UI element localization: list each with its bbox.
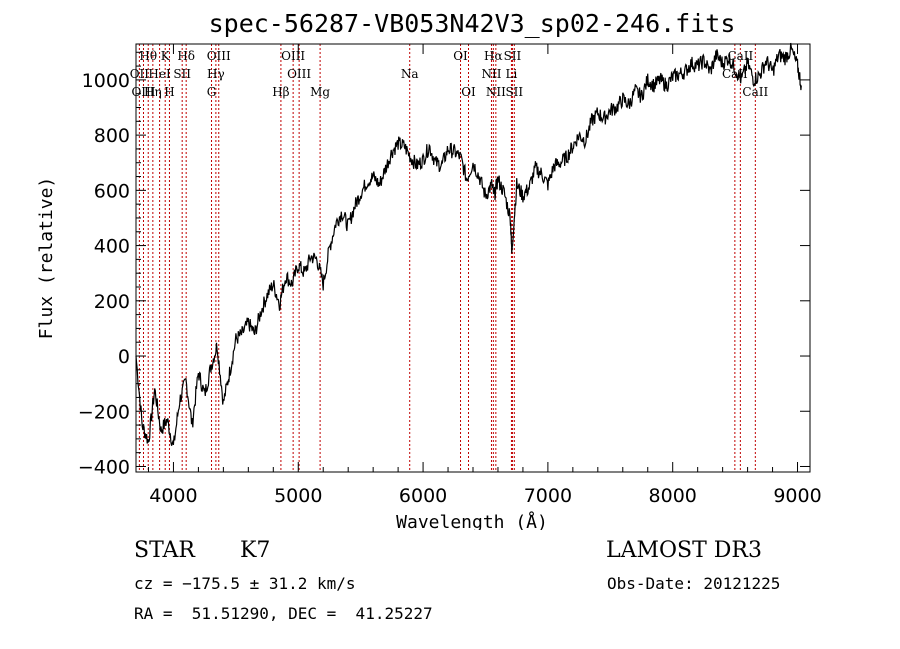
line-label: Hη: [144, 85, 162, 99]
line-label: Hα: [484, 49, 503, 63]
line-label: Na: [401, 67, 419, 81]
line-label: Li: [506, 67, 518, 81]
y-tick-label: 1000: [82, 70, 130, 92]
line-label: Mg: [310, 85, 330, 99]
y-tick-label: 0: [118, 346, 130, 368]
spectrum-chart: spec-56287-VB053N42V3_sp02-246.fits Hθ OI…: [36, 9, 822, 530]
spectrum-series-line: [135, 42, 802, 446]
x-tick-label: 9000: [773, 485, 821, 507]
coordinates: RA = 51.51290, DEC = 41.25227: [134, 604, 433, 623]
line-label: OI: [461, 85, 476, 99]
line-label: Hθ: [139, 49, 157, 63]
y-axis-ticks: −400 −200 0 200 400 600 800 1000: [78, 51, 810, 478]
y-axis-label: Flux (relative): [36, 177, 57, 340]
line-label: Hβ: [272, 85, 289, 99]
line-label: CaII: [742, 85, 768, 99]
line-label: SII: [505, 85, 523, 99]
x-tick-label: 4000: [149, 485, 197, 507]
emission-line-labels: Hθ OII OIII K HeI Hη Hδ SII H OIII Hγ G Hβ OIII OIII Mg…: [130, 49, 769, 99]
line-label: Hγ: [207, 67, 225, 81]
x-tick-label: 6000: [399, 485, 447, 507]
object-class: STAR: [134, 538, 195, 563]
x-axis-ticks: 4000 5000 6000 7000 8000 9000: [147, 44, 822, 507]
observation-date: Obs-Date: 20121225: [607, 574, 781, 593]
y-tick-label: −400: [78, 456, 130, 478]
x-tick-label: 5000: [274, 485, 322, 507]
object-subclass: K7: [240, 538, 271, 563]
line-label: G: [207, 85, 217, 99]
redshift-cz: cz = −175.5 ± 31.2 km/s: [134, 574, 356, 593]
line-label: NII: [481, 67, 501, 81]
emission-line-markers: [138, 44, 756, 472]
survey-name: LAMOST DR3: [606, 538, 762, 563]
x-tick-label: 8000: [649, 485, 697, 507]
chart-title: spec-56287-VB053N42V3_sp02-246.fits: [209, 9, 736, 38]
y-tick-label: 800: [94, 125, 130, 147]
x-tick-label: 7000: [524, 485, 572, 507]
line-label: OII: [130, 67, 150, 81]
line-label: OI: [453, 49, 468, 63]
line-label: SII: [173, 67, 191, 81]
line-label: OIII: [281, 49, 305, 63]
line-label: OIII: [131, 85, 155, 99]
line-label: NII: [486, 85, 506, 99]
y-tick-label: 600: [94, 180, 130, 202]
line-label: OIII: [207, 49, 231, 63]
line-label: OIII: [287, 67, 311, 81]
line-label: CaII: [727, 49, 753, 63]
y-tick-label: 400: [94, 236, 130, 258]
x-axis-label: Wavelength (Å): [396, 511, 548, 530]
line-label: HeI: [148, 67, 171, 81]
y-tick-label: 200: [94, 291, 130, 313]
y-tick-label: −200: [78, 401, 130, 423]
line-label: K: [161, 49, 171, 63]
line-label: Hδ: [177, 49, 195, 63]
line-label: SII: [504, 49, 522, 63]
line-label: H: [164, 85, 174, 99]
plot-frame: [135, 43, 811, 473]
